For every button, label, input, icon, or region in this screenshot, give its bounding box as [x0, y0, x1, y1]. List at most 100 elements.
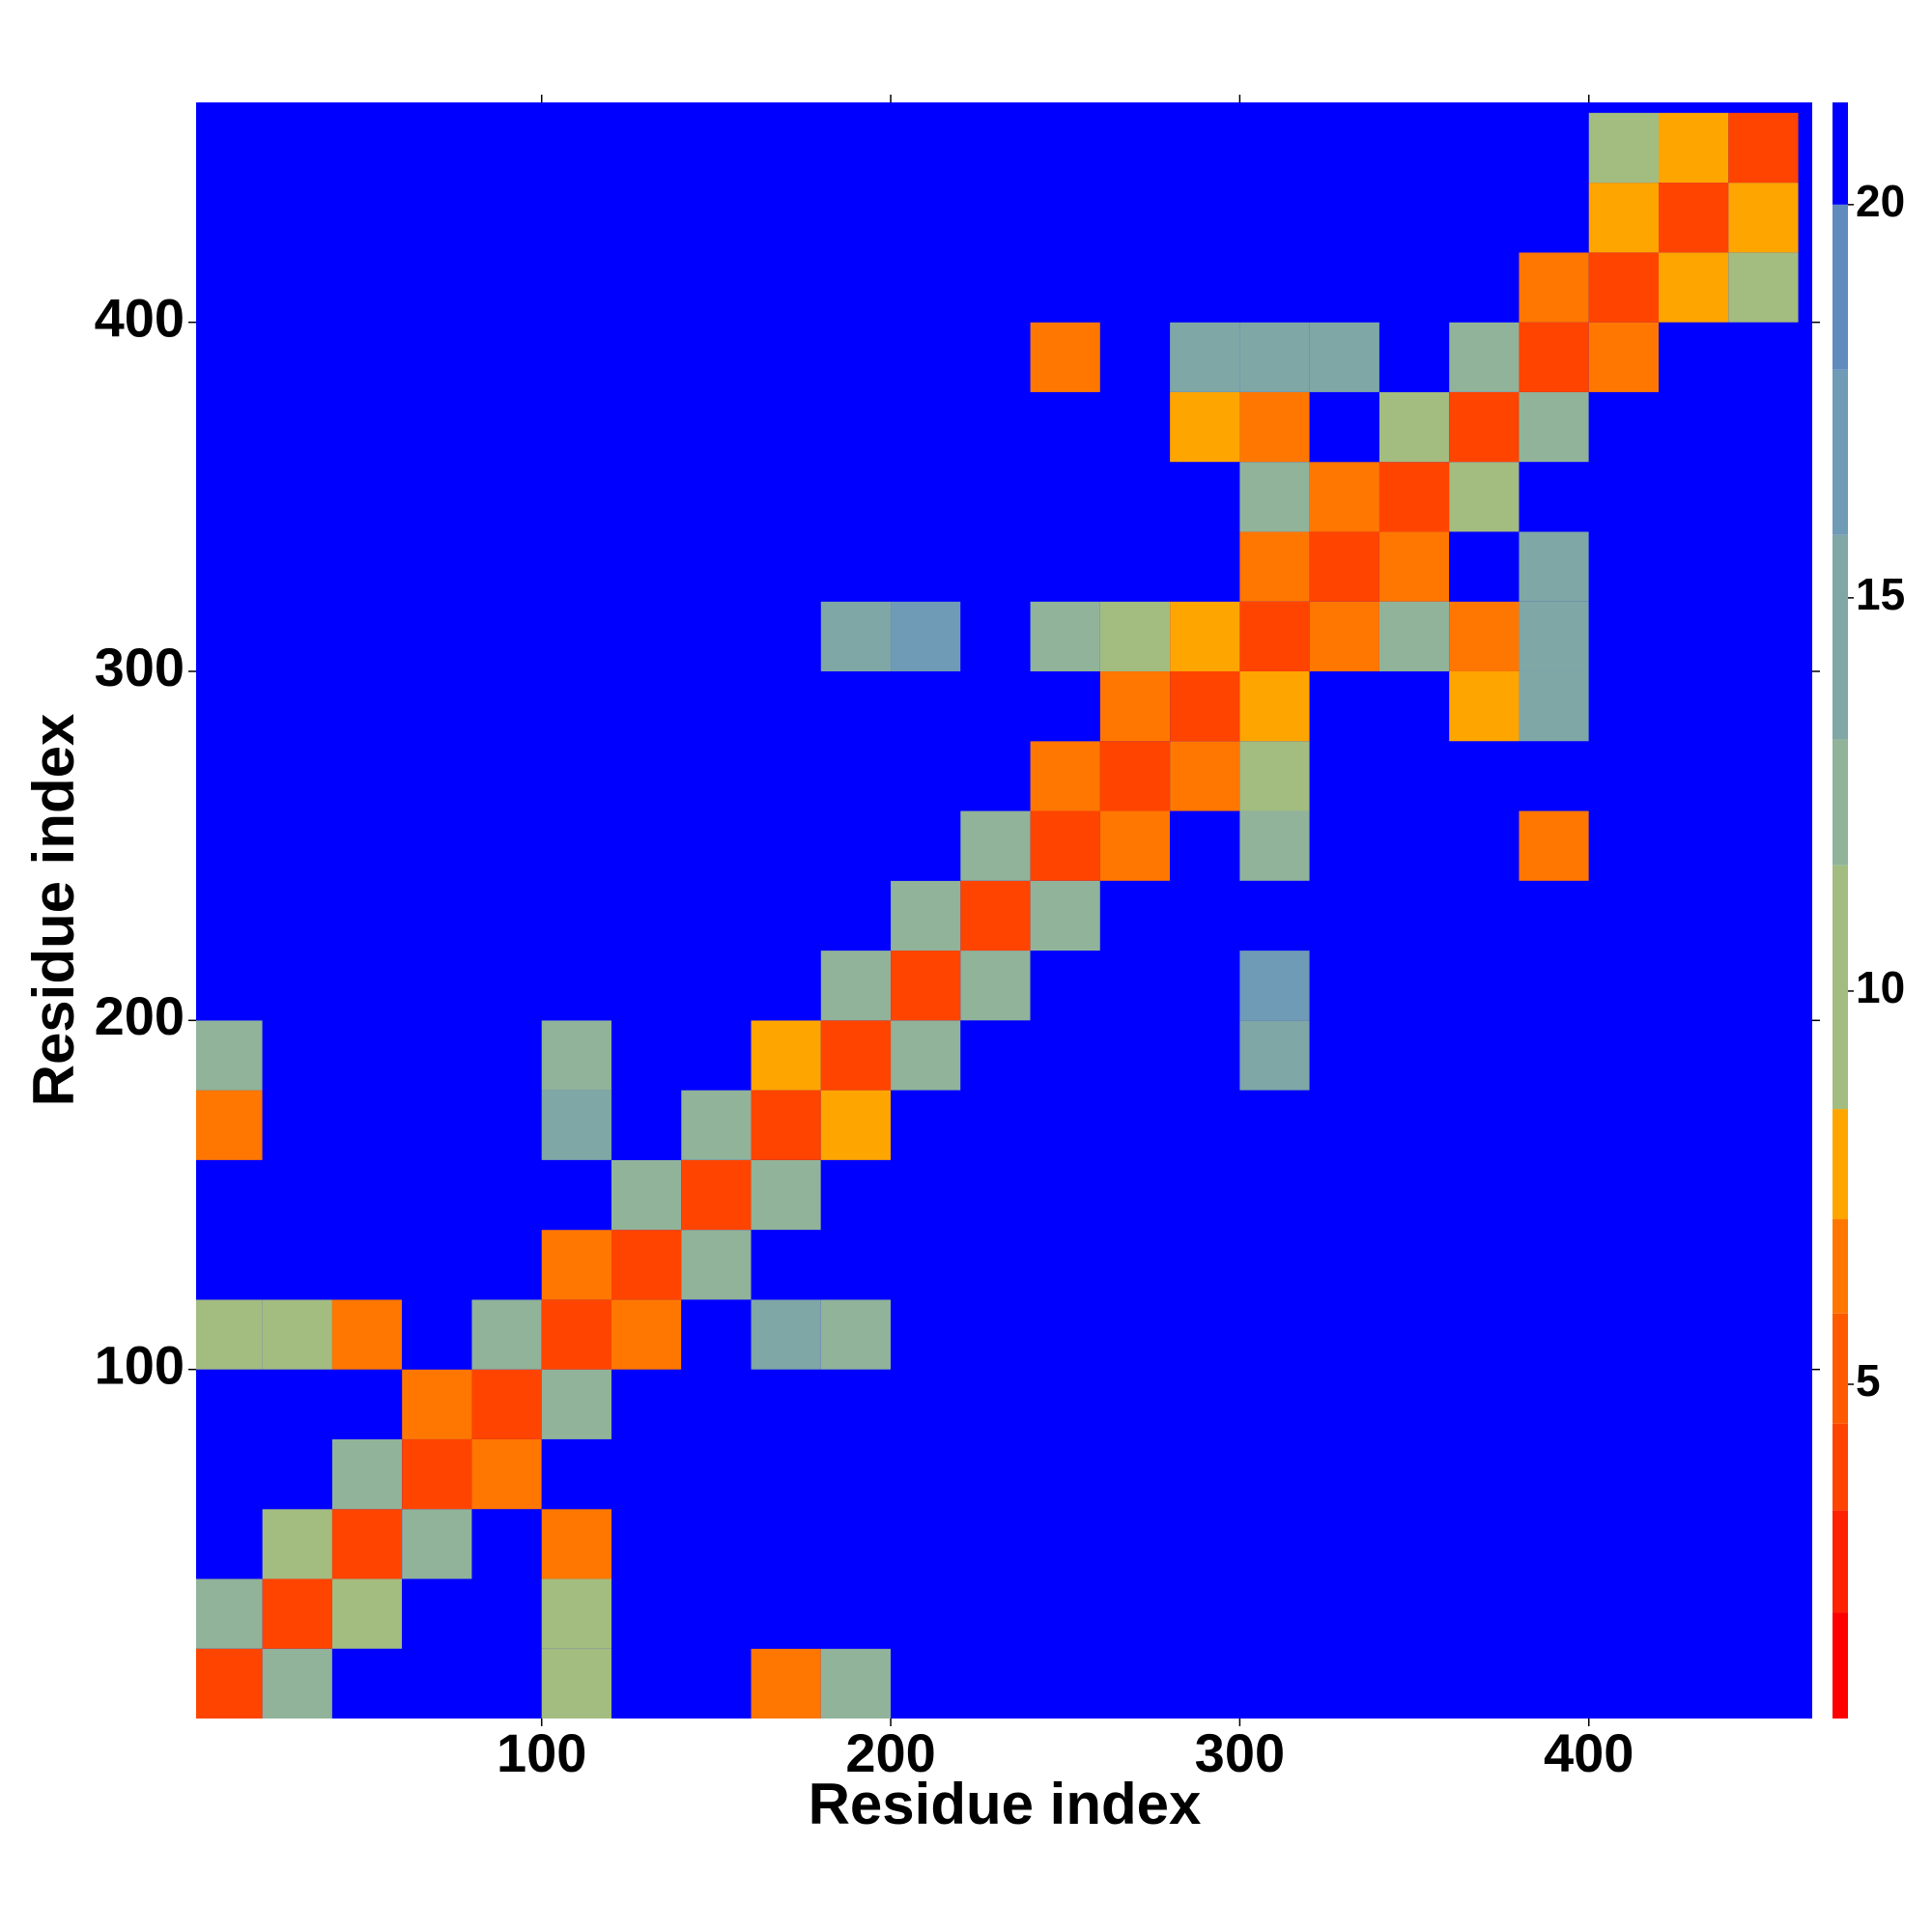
heatmap-cell: [820, 1299, 892, 1370]
heatmap-cell: [1170, 1648, 1240, 1719]
heatmap-cell: [960, 112, 1031, 184]
heatmap-cell: [820, 1369, 892, 1439]
heatmap-cell: [541, 1578, 611, 1649]
heatmap-cell: [1378, 1299, 1450, 1370]
heatmap-cell: [331, 1159, 403, 1231]
heatmap-cell: [1519, 1578, 1589, 1649]
heatmap-cell: [471, 1090, 542, 1160]
heatmap-cell: [751, 112, 821, 184]
heatmap-cell: [471, 531, 542, 602]
heatmap-cell: [471, 601, 542, 671]
heatmap-cell: [471, 1648, 542, 1719]
heatmap-cell: [471, 462, 542, 532]
heatmap-cell: [1099, 1159, 1171, 1231]
heatmap-cell: [196, 741, 263, 811]
heatmap-cell: [1588, 1020, 1660, 1091]
heatmap-cell: [820, 741, 892, 811]
heatmap-cell: [1588, 1159, 1660, 1231]
heatmap-cell: [611, 1648, 682, 1719]
heatmap-cell: [331, 531, 403, 602]
heatmap-cell: [1728, 1509, 1799, 1579]
heatmap-cell: [1519, 183, 1589, 253]
colorbar-band: [1833, 865, 1848, 1110]
heatmap-cell: [751, 880, 821, 952]
x-axis-title: Residue index: [809, 1772, 1202, 1836]
heatmap-cell: [1309, 601, 1379, 671]
y-axis-title: Residue index: [21, 714, 86, 1107]
heatmap-cell: [196, 1090, 263, 1160]
heatmap-cell: [1519, 462, 1589, 532]
heatmap-cell: [1449, 112, 1520, 184]
heatmap-cell: [891, 391, 961, 463]
heatmap-cell: [1030, 1369, 1100, 1439]
heatmap-cell: [196, 1299, 263, 1370]
heatmap-cell: [262, 670, 332, 742]
heatmap-cell: [611, 741, 682, 811]
colorbar-band: [1833, 1612, 1848, 1719]
heatmap-cell: [402, 951, 472, 1021]
heatmap-cell: [541, 1159, 611, 1231]
heatmap-cell: [681, 1578, 752, 1649]
heatmap-cell: [1170, 1509, 1240, 1579]
heatmap-cell: [196, 1159, 263, 1231]
heatmap-cell: [681, 880, 752, 952]
heatmap-cell: [1519, 1438, 1589, 1510]
heatmap-cell: [681, 741, 752, 811]
heatmap-cell: [751, 741, 821, 811]
heatmap-cell: [1099, 1230, 1171, 1300]
heatmap-cell: [541, 1369, 611, 1439]
heatmap-cell: [1378, 1090, 1450, 1160]
heatmap-cell: [1519, 112, 1589, 184]
heatmap-cell: [1170, 880, 1240, 952]
heatmap-cell: [402, 880, 472, 952]
heatmap-cell: [1728, 810, 1799, 881]
heatmap-cell: [541, 1090, 611, 1160]
heatmap-cell: [1728, 531, 1799, 602]
heatmap-cell: [196, 951, 263, 1021]
heatmap-cell: [1588, 1299, 1660, 1370]
heatmap-cell: [1449, 670, 1520, 742]
heatmap-cell: [1659, 1159, 1729, 1231]
heatmap-cell: [541, 252, 611, 323]
heatmap-cell: [1239, 1369, 1310, 1439]
heatmap-cell: [820, 183, 892, 253]
heatmap-cell: [196, 183, 263, 253]
heatmap-cell: [1099, 112, 1171, 184]
heatmap-cell: [1519, 1230, 1589, 1300]
heatmap-cell: [262, 1020, 332, 1091]
heatmap-cell: [402, 741, 472, 811]
heatmap-cell: [1728, 322, 1799, 392]
heatmap-cell: [820, 1438, 892, 1510]
heatmap-cell: [960, 1438, 1031, 1510]
heatmap-cell: [751, 391, 821, 463]
heatmap-cell: [820, 1230, 892, 1300]
heatmap-cell: [1519, 951, 1589, 1021]
heatmap-cell: [1099, 880, 1171, 952]
heatmap-cell: [1239, 112, 1310, 184]
heatmap-cell: [1378, 670, 1450, 742]
heatmap-cell: [471, 1438, 542, 1510]
heatmap-cell: [611, 1509, 682, 1579]
heatmap-cell: [331, 322, 403, 392]
heatmap-cell: [1309, 810, 1379, 881]
heatmap-cell: [262, 1230, 332, 1300]
heatmap-cell: [1519, 1090, 1589, 1160]
heatmap-cell: [471, 183, 542, 253]
y-tick-label: 100: [95, 1334, 185, 1395]
heatmap-cell: [891, 1159, 961, 1231]
heatmap-cell: [1239, 741, 1310, 811]
heatmap-cell: [541, 670, 611, 742]
heatmap-cell: [1099, 1648, 1171, 1719]
heatmap-cell: [1170, 1090, 1240, 1160]
heatmap-cell: [541, 810, 611, 881]
heatmap-cell: [1659, 880, 1729, 952]
heatmap-cell: [402, 391, 472, 463]
heatmap-cell: [1449, 810, 1520, 881]
heatmap-cell: [681, 1509, 752, 1579]
heatmap-cell: [611, 1578, 682, 1649]
heatmap-cell: [402, 1438, 472, 1510]
heatmap-cell: [262, 183, 332, 253]
heatmap-cell: [1588, 1578, 1660, 1649]
heatmap-cell: [1239, 531, 1310, 602]
heatmap-cell: [1170, 1438, 1240, 1510]
